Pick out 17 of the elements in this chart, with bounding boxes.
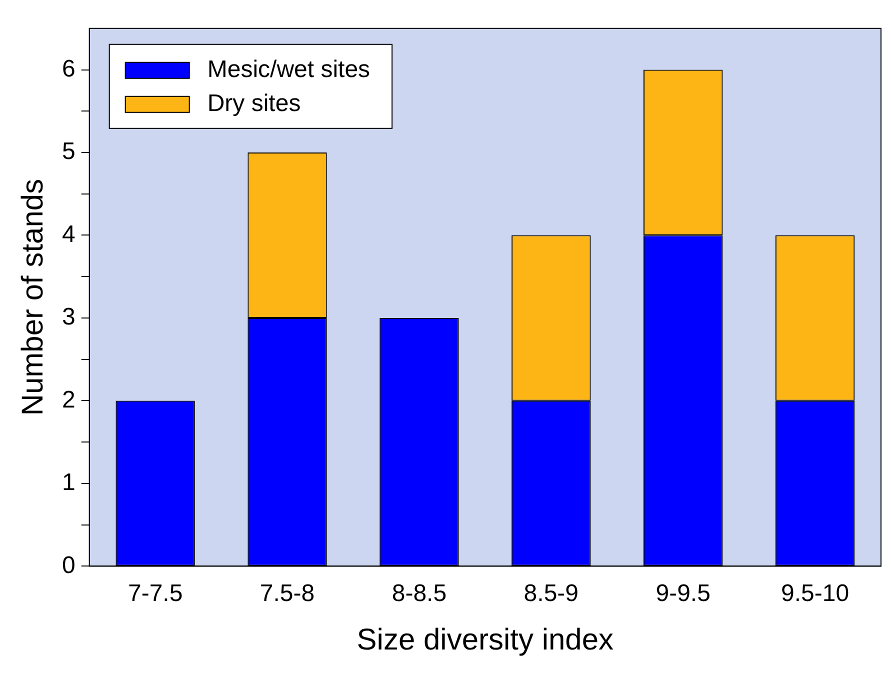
y-tick-label: 3: [62, 304, 76, 331]
y-tick-label: 1: [62, 469, 76, 496]
y-tick-label: 6: [62, 55, 76, 82]
x-tick-label: 8-8.5: [392, 580, 447, 608]
x-tick-label: 8.5-9: [524, 580, 578, 608]
y-tick-label: 4: [62, 220, 76, 248]
y-tick-label: 2: [62, 386, 76, 414]
y-axis-title: Number of stands: [16, 178, 50, 416]
legend-label: Dry sites: [207, 90, 301, 118]
legend-label: Mesic/wet sites: [207, 56, 370, 84]
x-tick-label: 7.5-8: [260, 580, 315, 608]
x-tick-label: 9.5-10: [781, 580, 850, 608]
x-axis-title: Size diversity index: [356, 623, 614, 656]
y-tick-label: 0: [62, 552, 76, 579]
x-tick-label: 9-9.5: [656, 580, 710, 608]
y-tick-label: 5: [62, 138, 76, 166]
x-tick-label: 7-7.5: [128, 580, 183, 608]
